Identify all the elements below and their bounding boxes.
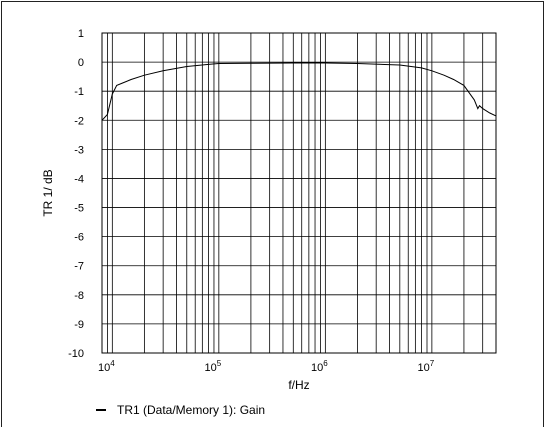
y-tick-label: -8 [74,290,84,302]
y-tick-label: -3 [74,144,84,156]
x-tick-label: 104 [98,359,115,374]
y-tick-label: -6 [74,232,84,244]
y-tick-label: -2 [74,115,84,127]
y-tick-label: -1 [74,86,84,98]
y-tick-label: 1 [78,28,84,40]
series-line [101,62,497,121]
x-tick-label: 105 [204,359,221,374]
plot-border [101,32,497,354]
y-axis-label: TR 1/ dB [41,169,55,216]
legend-swatch [96,409,106,411]
y-tick-label: -5 [74,203,84,215]
y-tick-label: -4 [74,173,84,185]
y-tick-label: -7 [74,261,84,273]
x-tick-label: 106 [311,359,328,374]
y-tick-label: -9 [74,319,84,331]
y-tick-label: 0 [78,57,84,69]
legend-label: TR1 (Data/Memory 1): Gain [117,403,266,417]
x-axis-label: f/Hz [288,378,309,392]
x-tick-label: 107 [418,359,435,374]
y-tick-label: -10 [68,348,84,360]
legend: TR1 (Data/Memory 1): Gain [96,403,265,417]
